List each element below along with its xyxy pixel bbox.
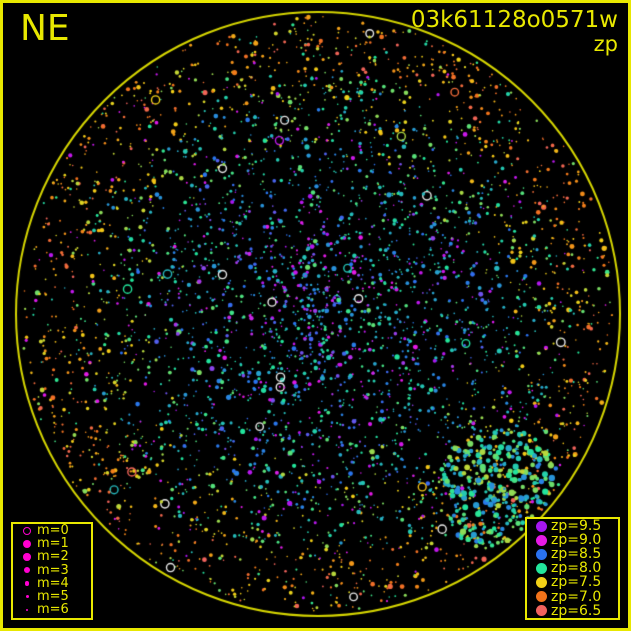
magnitude-legend-label: m=4 (37, 575, 69, 591)
magnitude-legend-row: m=3 (13, 564, 91, 577)
zeropoint-legend: zp=9.5 zp=9.0 zp=8.5 zp=8.0 zp=7.5 zp=7.0 zp=6… (525, 517, 620, 620)
zeropoint-color-swatch (531, 534, 551, 546)
magnitude-legend-row: m=6 (13, 603, 91, 616)
zeropoint-legend-label: zp=9.5 (551, 518, 602, 535)
magnitude-legend-label: m=3 (37, 562, 69, 578)
zeropoint-color-swatch (531, 520, 551, 532)
magnitude-legend: m=0 m=1 m=2 m=3 m=4 m=5 m=6 (11, 522, 93, 620)
zeropoint-color-swatch (531, 576, 551, 588)
direction-label: NE (20, 8, 70, 49)
zeropoint-legend-label: zp=7.5 (551, 574, 602, 591)
magnitude-marker-icon (17, 581, 37, 586)
magnitude-legend-label: m=2 (37, 549, 69, 565)
magnitude-legend-row: m=2 (13, 550, 91, 563)
zeropoint-legend-row: zp=8.0 (527, 561, 618, 575)
magnitude-legend-label: m=6 (37, 602, 69, 618)
zeropoint-legend-label: zp=6.5 (551, 602, 602, 619)
zeropoint-legend-row: zp=7.5 (527, 575, 618, 589)
magnitude-legend-row: m=5 (13, 590, 91, 603)
magnitude-legend-label: m=5 (37, 589, 69, 605)
zeropoint-legend-row: zp=9.0 (527, 533, 618, 547)
magnitude-marker-icon (17, 526, 37, 535)
star-field-canvas (3, 3, 628, 628)
zeropoint-legend-label: zp=8.5 (551, 546, 602, 563)
zeropoint-legend-label: zp=7.0 (551, 588, 602, 605)
zeropoint-legend-label: zp=9.0 (551, 532, 602, 549)
zeropoint-color-swatch (531, 605, 551, 617)
frame-id-label: 03k61128o0571w (410, 7, 618, 33)
zeropoint-color-swatch (531, 562, 551, 574)
zeropoint-color-swatch (531, 548, 551, 560)
zeropoint-legend-row: zp=9.5 (527, 519, 618, 533)
magnitude-marker-icon (17, 553, 37, 561)
magnitude-marker-icon (17, 539, 37, 549)
magnitude-marker-icon (17, 595, 37, 599)
magnitude-legend-label: m=1 (37, 536, 69, 552)
magnitude-marker-icon (17, 567, 37, 574)
zeropoint-legend-row: zp=8.5 (527, 547, 618, 561)
zeropoint-color-swatch (531, 591, 551, 603)
magnitude-legend-label: m=0 (37, 523, 69, 539)
zeropoint-legend-label: zp=8.0 (551, 560, 602, 577)
zeropoint-legend-row: zp=7.0 (527, 588, 618, 605)
zeropoint-legend-row: zp=6.5 (527, 604, 618, 618)
magnitude-marker-icon (17, 608, 37, 611)
magnitude-legend-row: m=4 (13, 577, 91, 590)
magnitude-legend-row: m=1 (13, 537, 91, 550)
quantity-label: zp (593, 32, 618, 56)
magnitude-legend-row: m=0 (13, 524, 91, 537)
